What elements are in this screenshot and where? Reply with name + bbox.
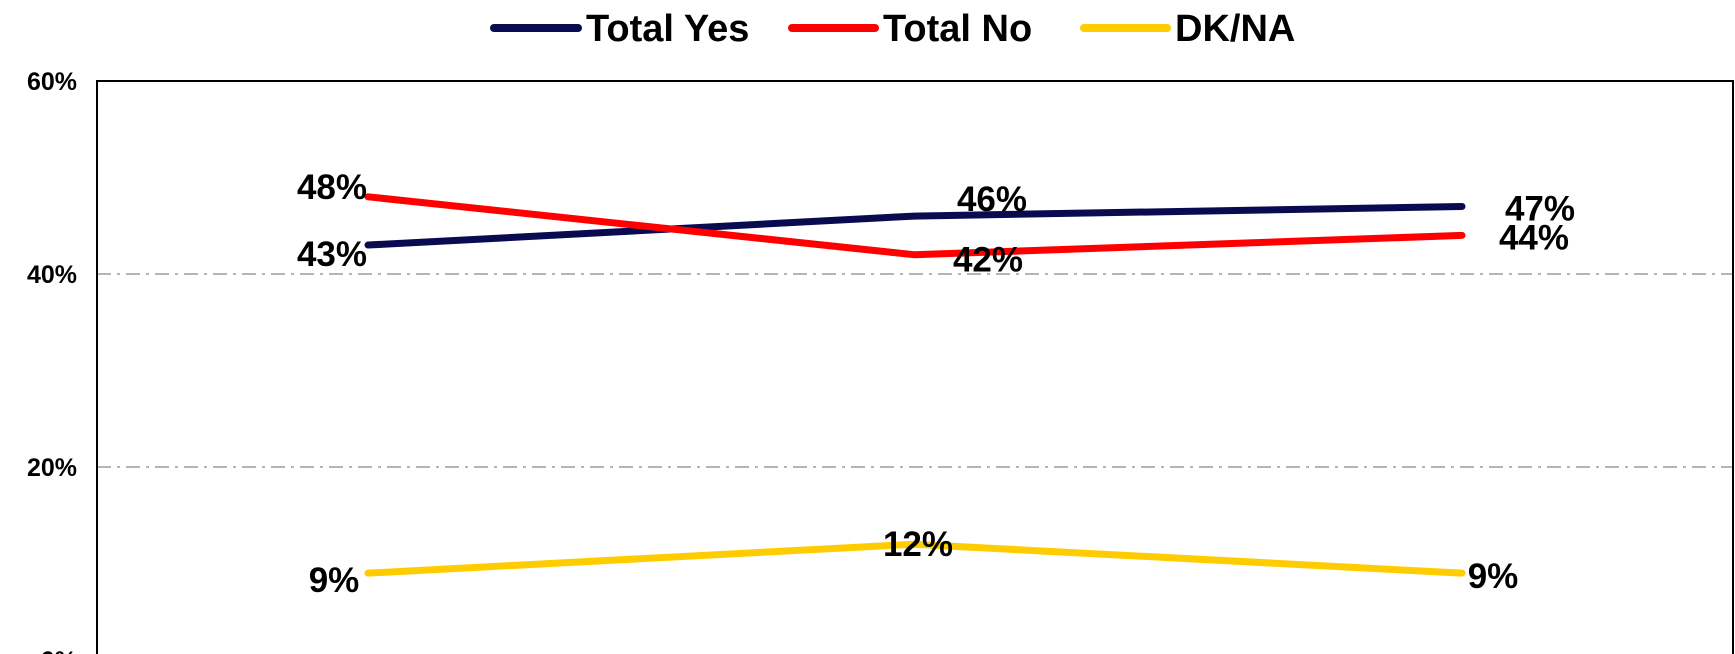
series-line: [364, 193, 1466, 259]
series-line: [364, 540, 1466, 577]
data-label: 43%: [297, 235, 367, 274]
data-label: 42%: [953, 241, 1023, 280]
data-labels: 43% 46% 47% 48% 42% 44% 9% 12% 9%: [297, 168, 1575, 600]
data-label: 9%: [309, 561, 360, 600]
data-label: 47%: [1505, 189, 1575, 228]
legend-label: DK/NA: [1175, 8, 1295, 50]
plot-area-frame: [96, 80, 1734, 654]
legend-label: Total No: [883, 8, 1032, 50]
data-label: 48%: [297, 168, 367, 207]
y-axis-ticks: 0% 20% 40% 60%: [27, 68, 77, 654]
series-lines: [364, 193, 1466, 577]
y-tick-label: 20%: [27, 454, 77, 482]
y-tick-label: 40%: [27, 261, 77, 289]
data-label: 9%: [1468, 557, 1519, 596]
y-tick-label: 60%: [27, 68, 77, 96]
y-tick-label: 0%: [41, 647, 77, 654]
legend-label: Total Yes: [586, 8, 749, 50]
data-label: 44%: [1499, 218, 1569, 257]
data-label: 12%: [883, 525, 953, 564]
chart-legend: Total Yes Total No DK/NA: [490, 8, 1295, 50]
series-line: [364, 202, 1466, 249]
data-label: 46%: [957, 180, 1027, 219]
